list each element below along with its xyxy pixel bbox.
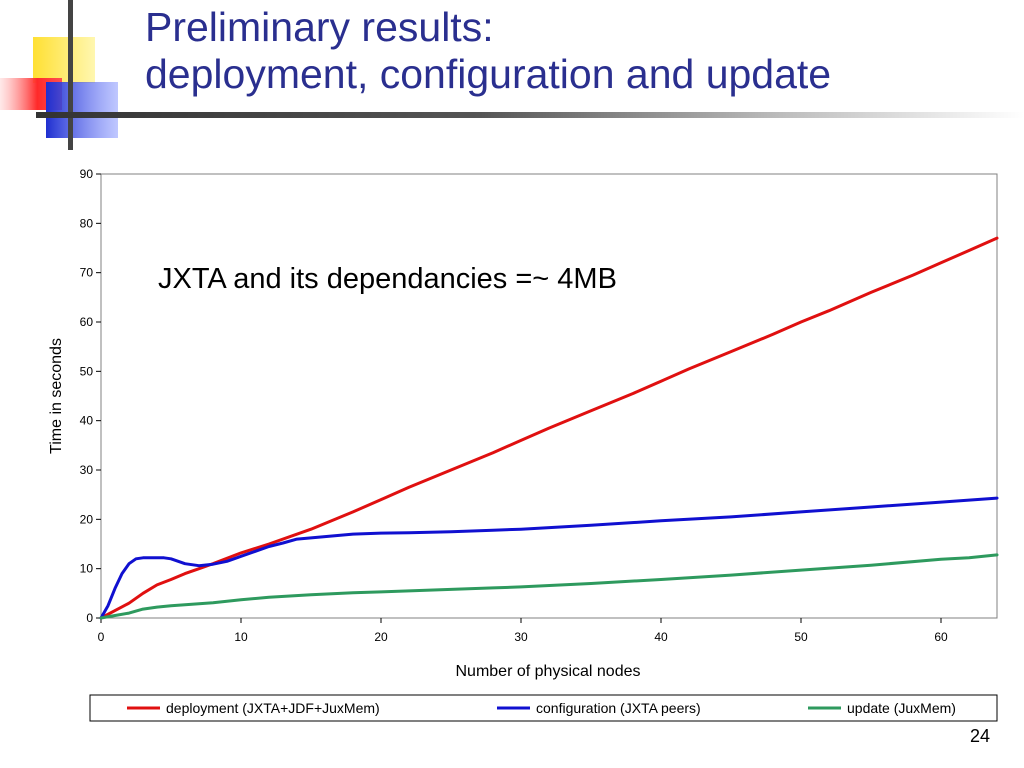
x-tick-label: 40 [654,630,668,644]
legend-label-2: configuration (JXTA peers) [536,700,701,716]
x-tick-label: 50 [794,630,808,644]
x-tick-label: 0 [98,630,105,644]
x-tick-label: 30 [514,630,528,644]
legend-label-1: deployment (JXTA+JDF+JuxMem) [166,700,380,716]
series-line-3 [99,553,999,620]
x-tick-label: 20 [374,630,388,644]
y-tick-label: 50 [80,364,94,378]
title-underline [36,112,1024,118]
x-axis-label: Number of physical nodes [456,663,641,680]
series-lines [99,236,999,620]
colored-squares-logo-icon [0,0,118,150]
y-tick-label: 60 [80,315,94,329]
legend-items: deployment (JXTA+JDF+JuxMem) configuratio… [127,700,956,716]
slide-title-line-2: deployment, configuration and update [145,51,832,97]
x-tick-label: 10 [234,630,248,644]
y-axis: 0 10 20 30 40 50 60 70 80 90 [80,167,101,625]
y-tick-label: 0 [86,611,93,625]
line-chart: 0 10 20 30 40 50 60 70 80 90 0 10 20 30 40 50 60 Time i… [48,167,999,722]
series-line-2 [99,496,999,620]
y-tick-label: 70 [80,266,94,280]
legend-label-3: update (JuxMem) [847,700,956,716]
slide-title: Preliminary results: deployment, configu… [145,4,831,98]
slide-number: 24 [969,726,990,746]
y-tick-label: 80 [80,216,94,230]
y-tick-label: 30 [80,463,94,477]
y-axis-label: Time in seconds [48,338,65,454]
y-tick-label: 10 [80,562,94,576]
y-tick-label: 90 [80,167,94,181]
x-axis: 0 10 20 30 40 50 60 [98,618,948,644]
y-tick-label: 40 [80,414,94,428]
legend [89,694,998,722]
series-line-1 [99,236,999,620]
chart-annotation: JXTA and its dependancies =~ 4MB [158,263,617,295]
y-tick-label: 20 [80,512,94,526]
slide-title-line-1: Preliminary results: [145,4,494,50]
x-tick-label: 60 [934,630,948,644]
plot-area [100,173,998,619]
